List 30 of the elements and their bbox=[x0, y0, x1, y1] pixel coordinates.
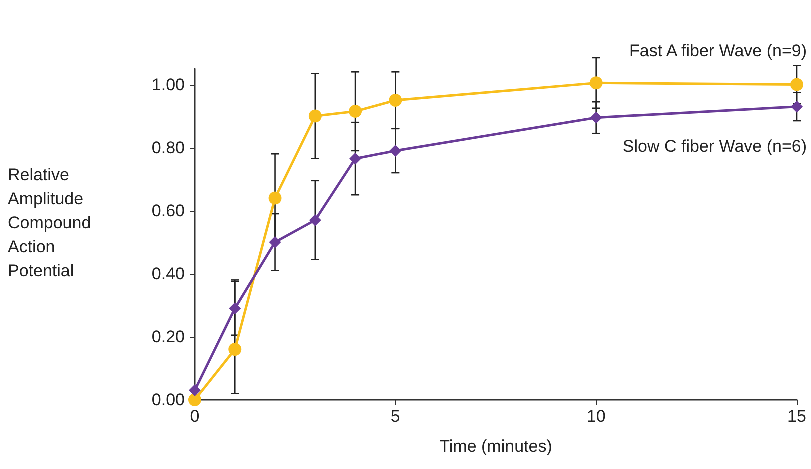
x-tick-label: 15 bbox=[788, 407, 806, 426]
point bbox=[389, 94, 402, 108]
point bbox=[590, 112, 602, 124]
point bbox=[790, 78, 804, 92]
x-tick-label: 5 bbox=[390, 407, 400, 426]
point bbox=[228, 343, 242, 356]
point bbox=[350, 152, 362, 165]
x-tick-label: 10 bbox=[586, 407, 606, 426]
x-axis-title: Time (minutes) bbox=[440, 437, 552, 456]
point bbox=[791, 100, 803, 113]
y-tick-label: 0.60 bbox=[152, 201, 185, 220]
x-tick-label: 0 bbox=[190, 407, 200, 426]
point bbox=[390, 144, 402, 157]
point bbox=[189, 384, 201, 397]
y-tick-label: 0.80 bbox=[152, 138, 185, 158]
y-tick-label: 0.00 bbox=[152, 390, 185, 410]
series-label: Slow C fiber Wave (n=6) bbox=[622, 136, 807, 156]
point bbox=[268, 192, 282, 205]
point bbox=[309, 214, 322, 226]
y-tick-label: 0.40 bbox=[152, 264, 185, 284]
point bbox=[590, 76, 603, 90]
y-tick-label: 0.20 bbox=[152, 327, 185, 346]
point bbox=[188, 394, 202, 406]
series-label: Fast A fiber Wave (n=9) bbox=[630, 41, 807, 60]
point bbox=[229, 302, 242, 315]
y-tick-label: 1.00 bbox=[152, 75, 185, 94]
y-axis-title: Relative Amplitude Compound Action Potential bbox=[8, 166, 96, 280]
point bbox=[308, 110, 322, 123]
point bbox=[269, 236, 282, 248]
point bbox=[349, 105, 362, 118]
